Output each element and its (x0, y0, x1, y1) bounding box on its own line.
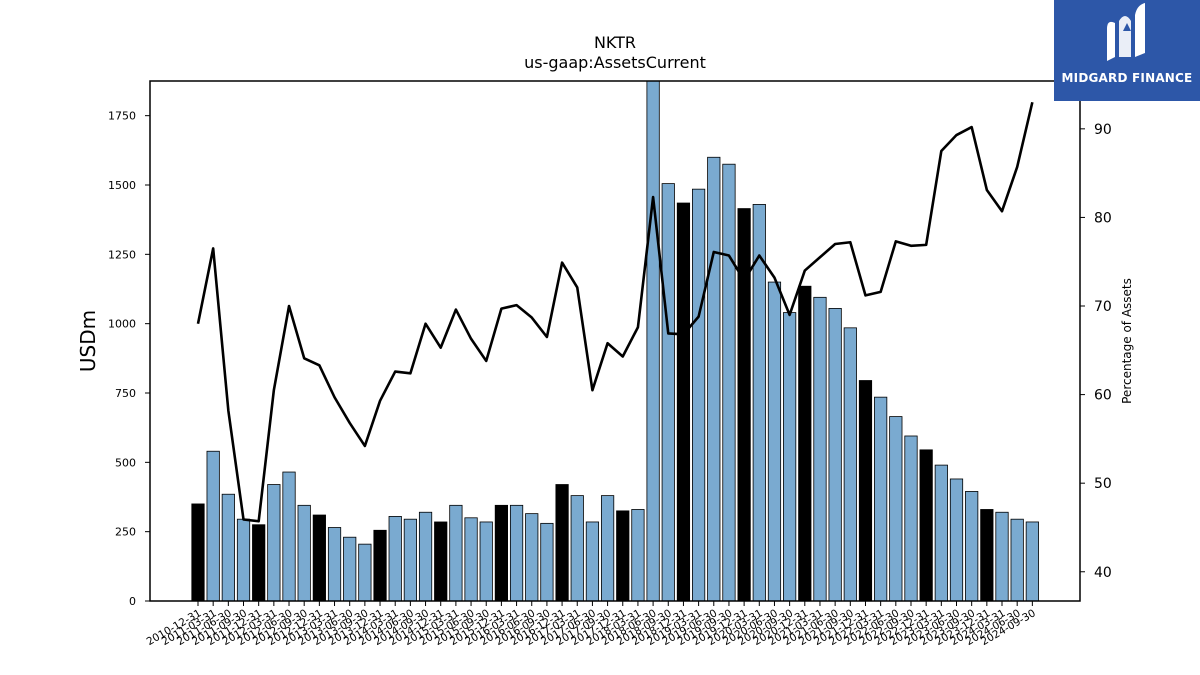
bar (828, 308, 842, 602)
bar (813, 296, 827, 602)
bar (358, 543, 372, 602)
y2-tick-label: 40 (1094, 565, 1112, 581)
chart-title: NKTR (594, 33, 636, 52)
chart-subtitle: us-gaap:AssetsCurrent (524, 53, 706, 72)
bar (252, 524, 266, 602)
bar (980, 509, 994, 602)
bar (661, 183, 675, 602)
bar (646, 80, 660, 602)
bar (540, 522, 554, 602)
bar (783, 312, 797, 602)
bar (919, 449, 933, 602)
bar (555, 484, 569, 602)
axes-layer: 0250500750100012501500175040506070809020… (108, 110, 1112, 648)
bar (191, 503, 205, 602)
bar (373, 529, 387, 602)
y-axis-label: USDm (76, 310, 100, 372)
bar (509, 504, 524, 602)
plot-frame (149, 80, 1081, 602)
bars-layer (191, 80, 1039, 602)
bar (722, 163, 736, 602)
y-tick-label: 1500 (108, 179, 136, 192)
bar (282, 471, 296, 602)
bar (494, 504, 509, 602)
bar (464, 517, 478, 602)
bar (692, 188, 706, 602)
y-tick-label: 1000 (108, 318, 136, 331)
bar (479, 521, 493, 602)
bar (449, 504, 463, 602)
bar (585, 521, 600, 602)
line-layer (196, 101, 1034, 523)
bar (403, 518, 417, 602)
y-tick-label: 750 (115, 387, 136, 400)
bar (525, 513, 539, 602)
bar (676, 202, 691, 602)
bar (858, 380, 873, 602)
bar (631, 509, 645, 602)
bar (965, 491, 979, 602)
y2-axis-label: Percentage of Assets (1120, 278, 1134, 404)
y-tick-label: 1750 (108, 110, 136, 123)
bar (995, 511, 1009, 602)
y-tick-label: 0 (129, 595, 136, 608)
bar (388, 516, 402, 602)
bar (707, 156, 721, 602)
y2-tick-label: 50 (1094, 476, 1112, 492)
bar (221, 493, 235, 602)
y2-tick-label: 70 (1094, 299, 1112, 315)
y-tick-label: 250 (115, 526, 136, 539)
bar (418, 511, 433, 602)
bar (934, 464, 948, 602)
brand-name: MIDGARD FINANCE (1061, 71, 1193, 85)
bar (889, 416, 903, 602)
y2-tick-label: 60 (1094, 388, 1112, 404)
bar (297, 504, 311, 602)
bar (570, 495, 584, 602)
percentage-line (196, 101, 1034, 523)
bar (874, 396, 888, 602)
bar (434, 521, 448, 602)
bar (206, 450, 220, 602)
bar (798, 285, 812, 602)
bar (343, 536, 357, 602)
bar (1010, 518, 1024, 602)
bar (737, 208, 751, 602)
bar (236, 518, 251, 602)
brand-logo: MIDGARD FINANCE (1054, 0, 1200, 101)
bar (267, 484, 281, 602)
y2-tick-label: 90 (1094, 122, 1112, 138)
bar (843, 327, 857, 602)
bar (312, 514, 326, 602)
bar (1025, 521, 1039, 602)
y2-tick-label: 80 (1094, 210, 1112, 226)
bar (767, 281, 782, 602)
bar (327, 527, 342, 602)
bar (616, 510, 630, 602)
bar (904, 435, 918, 602)
bar (600, 495, 615, 602)
y-tick-label: 500 (115, 456, 136, 469)
y-tick-label: 1250 (108, 248, 136, 261)
logo-mark-icon (1107, 3, 1145, 61)
bar (949, 478, 964, 602)
